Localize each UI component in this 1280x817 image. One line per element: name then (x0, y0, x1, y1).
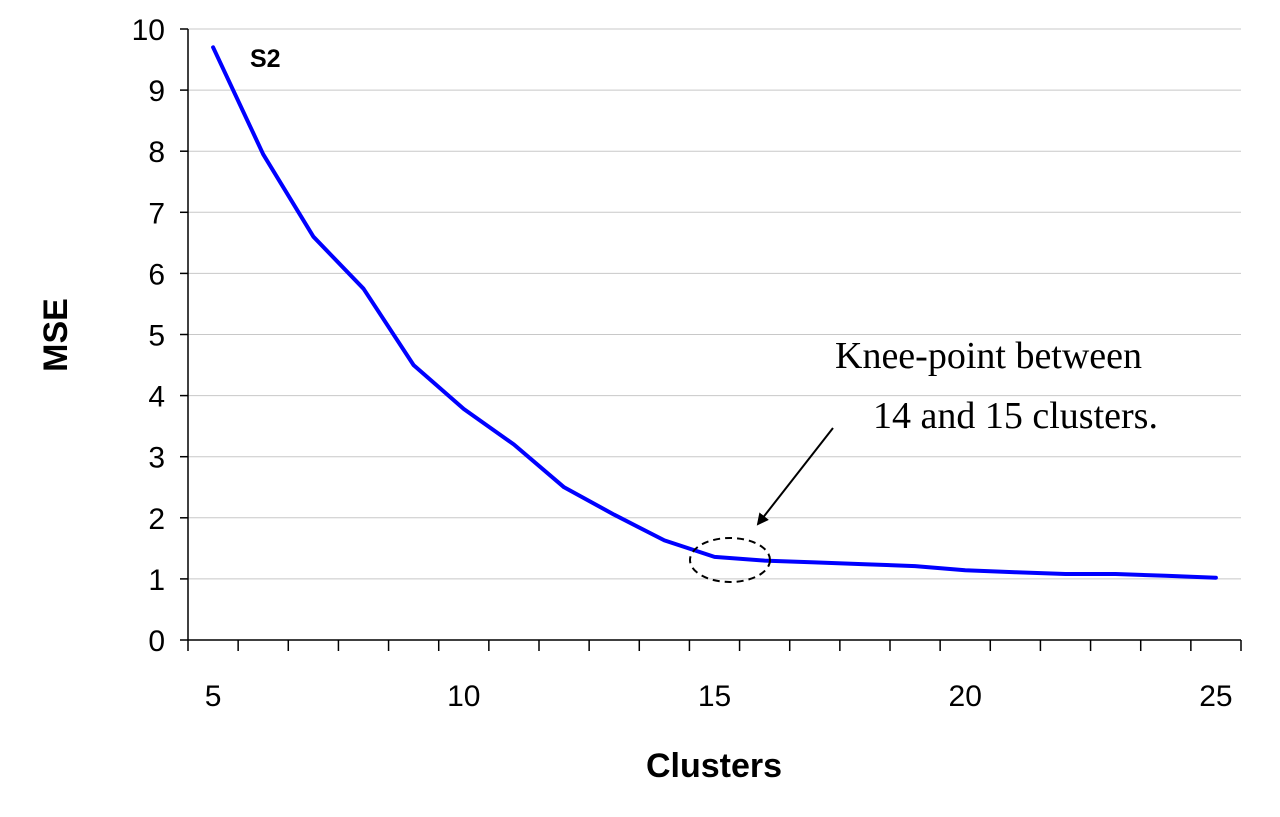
annotation-line-2: 14 and 15 clusters. (873, 395, 1158, 437)
x-tick-label-20: 20 (949, 680, 982, 713)
y-tick-label-1: 1 (148, 564, 165, 597)
series-layer (211, 45, 1218, 580)
x-tick-label-15: 15 (698, 680, 731, 713)
axes (180, 28, 1242, 651)
knee-annotation: Knee-point between 14 and 15 clusters. (689, 335, 1158, 583)
y-tick-label-8: 8 (148, 136, 165, 169)
y-tick-label-2: 2 (148, 503, 165, 536)
grid-lines (188, 28, 1241, 580)
series-line-0 (211, 45, 1218, 580)
series-label-s2: S2 (250, 45, 281, 73)
y-tick-label-10: 10 (132, 14, 165, 47)
knee-highlight-ellipse (689, 537, 771, 583)
y-tick-label-7: 7 (148, 197, 165, 230)
x-tick-label-25: 25 (1199, 680, 1232, 713)
annotation-line-1: Knee-point between (835, 335, 1142, 377)
annotation-arrow (756, 427, 834, 526)
y-tick-label-6: 6 (148, 258, 165, 291)
y-axis-title: MSE (37, 298, 75, 372)
tick-labels: 0 1 2 3 4 5 6 7 8 9 10 5 10 15 20 25 (132, 14, 1233, 713)
x-axis-title: Clusters (646, 747, 782, 785)
y-tick-label-9: 9 (148, 75, 165, 108)
y-tick-label-4: 4 (148, 381, 165, 414)
y-tick-label-5: 5 (148, 320, 165, 353)
x-tick-label-5: 5 (205, 680, 222, 713)
x-tick-label-10: 10 (447, 680, 480, 713)
y-tick-label-0: 0 (148, 625, 165, 658)
y-tick-label-3: 3 (148, 442, 165, 475)
